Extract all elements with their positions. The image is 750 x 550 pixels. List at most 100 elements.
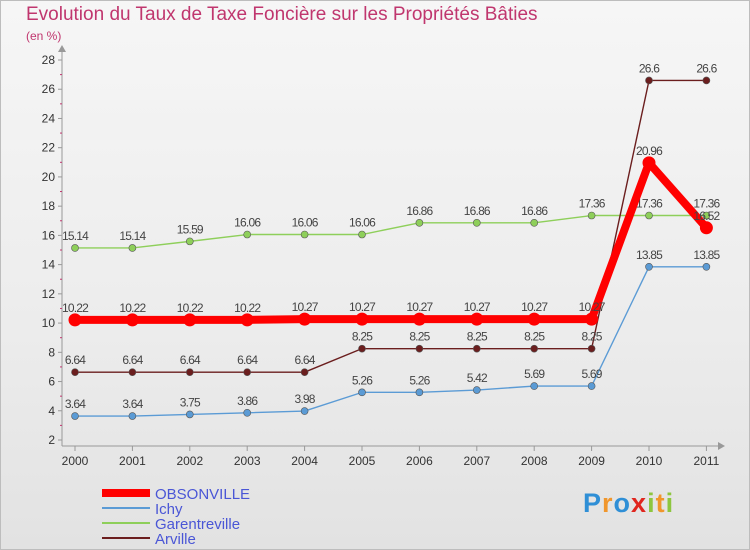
data-label: 10.22 bbox=[119, 301, 146, 315]
data-point bbox=[412, 312, 426, 326]
data-label: 5.26 bbox=[409, 373, 430, 387]
data-label: 10.27 bbox=[464, 300, 491, 314]
data-point bbox=[125, 313, 139, 327]
data-point bbox=[128, 368, 137, 376]
x-axis-arrow bbox=[718, 442, 725, 450]
data-label: 8.25 bbox=[467, 330, 488, 344]
data-point bbox=[68, 313, 82, 327]
logo-letter: P bbox=[583, 488, 603, 518]
proxiti-logo: Proxiti bbox=[583, 488, 674, 519]
data-label: 26.6 bbox=[696, 61, 717, 75]
data-point bbox=[243, 368, 251, 376]
data-point bbox=[243, 230, 251, 239]
data-point bbox=[240, 313, 254, 327]
data-label: 10.27 bbox=[292, 300, 319, 314]
data-point bbox=[415, 344, 424, 353]
data-point bbox=[355, 312, 369, 326]
data-point bbox=[128, 244, 137, 252]
legend-label: Arville bbox=[155, 531, 196, 548]
data-point bbox=[702, 76, 711, 85]
series-line-garentreville bbox=[74, 214, 708, 249]
y-tick-label: 20 bbox=[42, 170, 56, 184]
x-tick-label: 2002 bbox=[176, 454, 203, 468]
x-tick-label: 2003 bbox=[234, 454, 261, 468]
data-point bbox=[702, 211, 711, 220]
data-point bbox=[71, 412, 79, 420]
y-tick-label: 2 bbox=[48, 433, 55, 447]
data-point bbox=[642, 156, 656, 170]
logo-letter: x bbox=[631, 488, 648, 518]
data-point bbox=[358, 230, 366, 239]
data-label: 17.36 bbox=[693, 197, 720, 211]
data-label: 5.42 bbox=[467, 371, 488, 385]
y-tick-label: 4 bbox=[48, 404, 55, 418]
chart-title: Evolution du Taux de Taxe Foncière sur l… bbox=[26, 4, 538, 25]
x-tick-label: 2009 bbox=[578, 454, 605, 468]
data-point bbox=[645, 263, 653, 271]
data-label: 6.64 bbox=[65, 353, 86, 367]
x-tick-label: 2006 bbox=[406, 454, 433, 468]
y-tick-label: 26 bbox=[42, 82, 56, 96]
y-axis-arrow bbox=[58, 45, 66, 52]
y-tick-label: 24 bbox=[42, 111, 56, 125]
data-label: 8.25 bbox=[409, 330, 430, 344]
data-point bbox=[587, 211, 596, 220]
data-point bbox=[530, 219, 539, 227]
x-tick-label: 2000 bbox=[62, 454, 89, 468]
data-point bbox=[587, 344, 596, 353]
x-tick-label: 2005 bbox=[349, 454, 376, 468]
data-label: 15.14 bbox=[119, 229, 146, 243]
y-tick-label: 10 bbox=[42, 316, 56, 330]
data-label: 13.85 bbox=[693, 248, 720, 262]
data-label: 6.64 bbox=[237, 353, 258, 367]
data-label: 16.86 bbox=[521, 204, 548, 218]
logo-letter: r bbox=[602, 488, 614, 518]
data-label: 3.64 bbox=[65, 397, 86, 411]
legend-label: OBSONVILLE bbox=[155, 486, 250, 503]
x-tick-label: 2008 bbox=[521, 454, 548, 468]
data-point bbox=[186, 237, 194, 246]
data-point bbox=[470, 312, 484, 326]
y-tick-label: 28 bbox=[42, 53, 56, 67]
data-label: 6.64 bbox=[122, 353, 143, 367]
data-point bbox=[587, 382, 596, 390]
data-label: 10.22 bbox=[177, 301, 204, 315]
data-point bbox=[358, 344, 366, 353]
series-line-obsonville bbox=[71, 158, 711, 324]
legend-label: Garentreville bbox=[155, 516, 240, 533]
y-tick-label: 16 bbox=[42, 228, 56, 242]
data-label: 6.64 bbox=[180, 353, 201, 367]
data-label: 5.69 bbox=[582, 367, 603, 381]
x-tick-label: 2007 bbox=[463, 454, 490, 468]
legend-label: Ichy bbox=[155, 501, 183, 518]
y-tick-label: 22 bbox=[42, 141, 56, 155]
data-label: 10.27 bbox=[349, 300, 376, 314]
y-tick-label: 8 bbox=[48, 345, 55, 359]
data-point bbox=[183, 313, 197, 327]
data-point bbox=[71, 368, 79, 376]
data-point bbox=[702, 263, 711, 271]
y-tick-label: 6 bbox=[48, 375, 55, 389]
data-point bbox=[645, 211, 653, 220]
data-label: 16.06 bbox=[349, 216, 376, 230]
series-line-ichy bbox=[74, 266, 708, 417]
data-point bbox=[71, 244, 79, 252]
data-label: 26.6 bbox=[639, 61, 660, 75]
data-label: 8.25 bbox=[582, 330, 603, 344]
data-label: 16.06 bbox=[292, 216, 319, 230]
data-point bbox=[527, 312, 541, 326]
y-tick-label: 18 bbox=[42, 199, 56, 213]
series-line-arville bbox=[74, 79, 708, 373]
data-label: 16.52 bbox=[693, 209, 720, 223]
logo-letter: i bbox=[665, 488, 675, 518]
data-label: 16.86 bbox=[406, 204, 433, 218]
chart-subtitle: (en %) bbox=[26, 29, 62, 43]
logo-letter: t bbox=[655, 488, 666, 518]
data-label: 10.22 bbox=[234, 301, 261, 315]
data-label: 17.36 bbox=[636, 197, 663, 211]
data-label: 10.22 bbox=[62, 301, 89, 315]
data-point bbox=[530, 344, 539, 353]
data-label: 13.85 bbox=[636, 248, 663, 262]
data-label: 3.98 bbox=[295, 392, 316, 406]
